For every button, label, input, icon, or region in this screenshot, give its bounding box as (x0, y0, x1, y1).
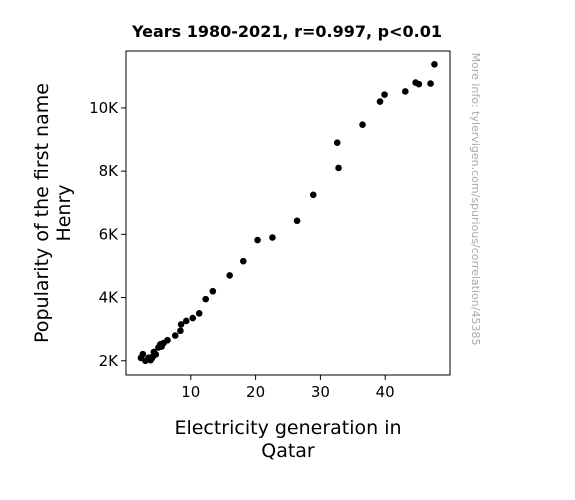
y-tick-label: 10K (89, 99, 119, 117)
x-tick-label: 10 (181, 383, 200, 401)
y-tick-label: 4K (99, 289, 120, 307)
data-point (333, 139, 341, 146)
y-axis-label-line-1: Popularity of the first name (31, 83, 53, 343)
data-point (209, 287, 217, 295)
data-point (376, 98, 384, 105)
plot-area: 10 20 30 40 2K 4K 6K 8K 10K (89, 50, 451, 401)
data-points (137, 60, 438, 365)
y-axis: 2K 4K 6K 8K 10K (89, 99, 126, 370)
data-point (415, 80, 423, 88)
x-tick-label: 40 (376, 383, 395, 401)
chart-title: Years 1980-2021, r=0.997, p<0.01 (131, 22, 442, 41)
watermark-text: More info: tylervigen.com/spurious/corre… (469, 53, 482, 346)
data-point (152, 351, 160, 358)
x-axis-label-line-2: Qatar (261, 440, 315, 462)
data-point (401, 88, 409, 95)
data-point (293, 217, 301, 225)
data-point (226, 272, 233, 279)
x-tick-label: 20 (246, 383, 265, 401)
data-point (427, 80, 434, 87)
data-point (164, 336, 171, 344)
y-tick-label: 6K (99, 225, 120, 243)
data-point (189, 314, 197, 322)
data-point (309, 191, 317, 199)
y-tick-label: 8K (99, 162, 120, 180)
data-point (195, 310, 203, 317)
data-point (202, 295, 210, 303)
data-point (171, 332, 179, 339)
data-point (269, 234, 276, 241)
y-axis-label-line-2: Henry (53, 184, 75, 241)
x-tick-label: 30 (311, 383, 330, 401)
data-point (335, 164, 342, 172)
x-axis: 10 20 30 40 (181, 375, 395, 401)
data-point (239, 257, 247, 265)
x-axis-label-line-1: Electricity generation in (174, 417, 401, 439)
data-point (359, 121, 366, 128)
data-point (177, 321, 185, 328)
data-point (177, 327, 184, 335)
data-point (139, 350, 147, 358)
plot-frame (125, 50, 451, 376)
data-point (254, 236, 261, 244)
data-point (431, 60, 438, 68)
data-point (381, 91, 388, 98)
y-tick-label: 2K (99, 352, 120, 370)
data-point (182, 317, 190, 325)
